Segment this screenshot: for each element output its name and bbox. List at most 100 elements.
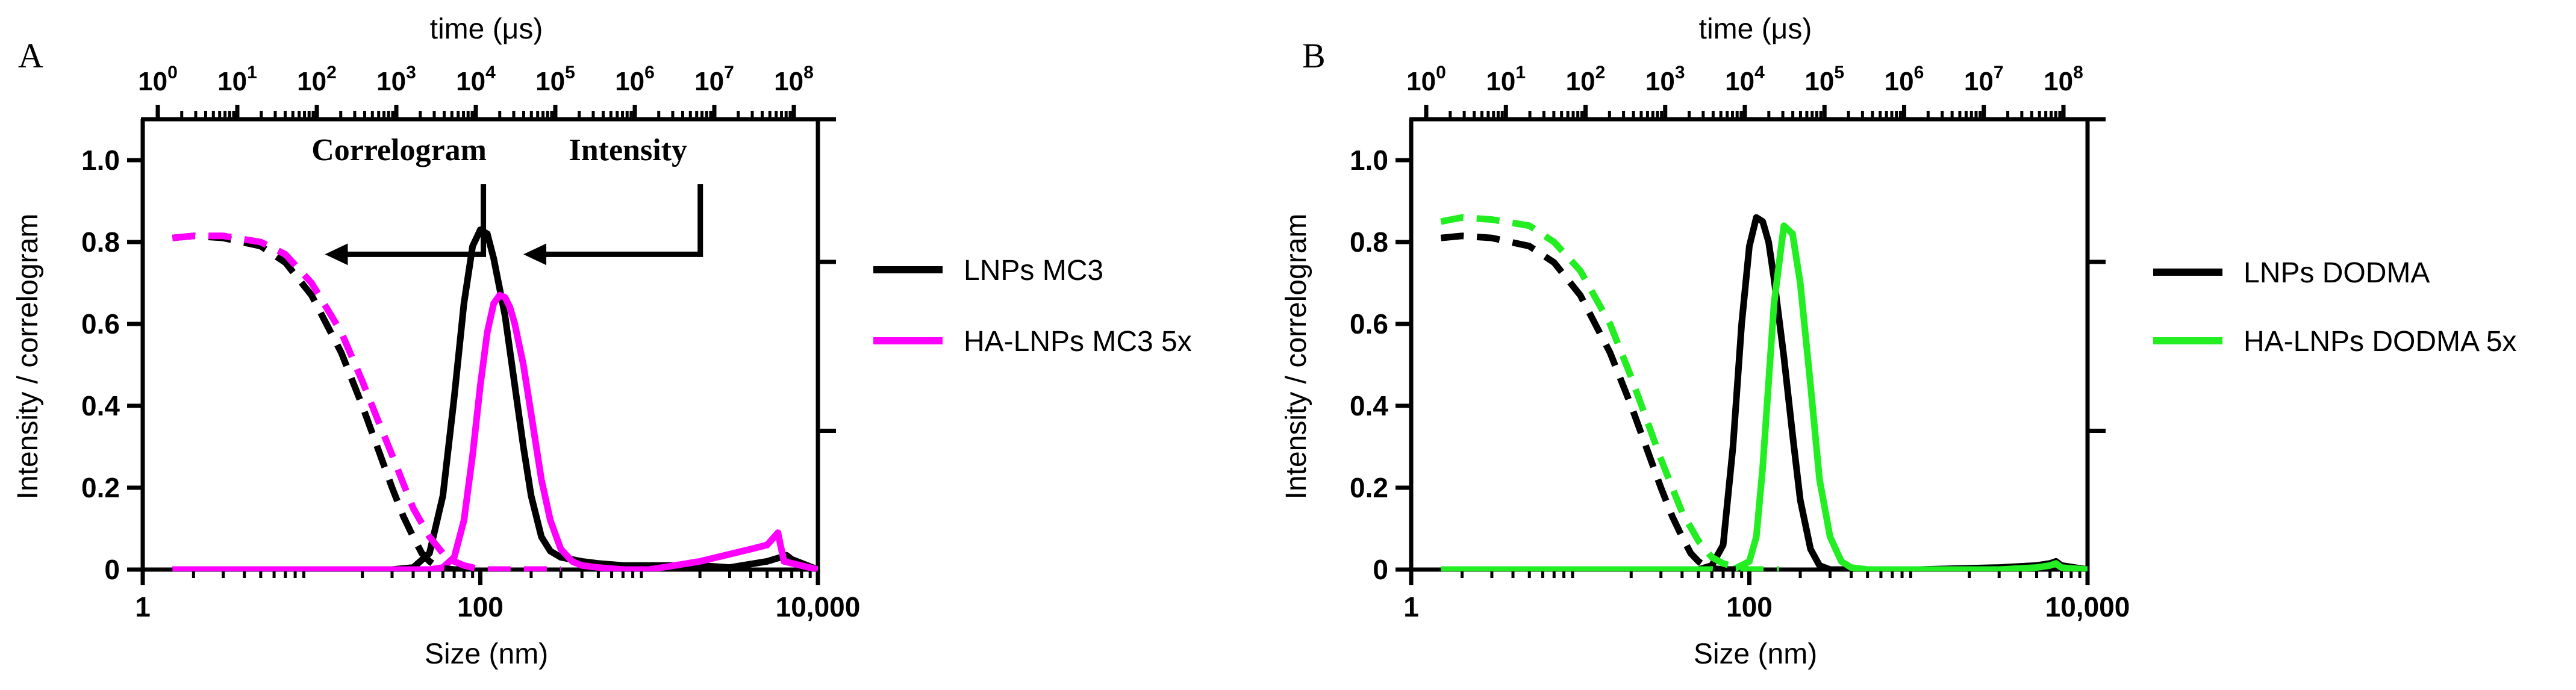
y-tick-label: 0 bbox=[1373, 554, 1388, 585]
x-tick-label: 10,000 bbox=[776, 591, 861, 623]
y-tick-label: 0.8 bbox=[1350, 226, 1388, 258]
top-tick-exp: 3 bbox=[1675, 63, 1685, 82]
top-tick-base: 10 bbox=[774, 67, 803, 96]
top-tick-label: 103 bbox=[376, 63, 416, 96]
top-tick-label: 100 bbox=[138, 63, 178, 96]
annotation-arrow-head bbox=[325, 243, 348, 266]
y-tick-label: 0.4 bbox=[81, 390, 120, 421]
x-axis-label: Size (nm) bbox=[425, 638, 548, 670]
y-tick-label: 0.6 bbox=[81, 308, 120, 340]
top-tick-exp: 2 bbox=[1595, 63, 1606, 82]
top-tick-label: 107 bbox=[694, 63, 734, 96]
legend-label: HA-LNPs MC3 5x bbox=[964, 326, 1192, 358]
top-tick-exp: 3 bbox=[406, 63, 416, 82]
top-tick-exp: 8 bbox=[803, 63, 814, 82]
y-tick-label: 1.0 bbox=[1350, 145, 1388, 176]
top-tick-exp: 7 bbox=[1994, 63, 2004, 82]
annotation-label: Correlogram bbox=[311, 133, 487, 167]
top-tick-label: 107 bbox=[1964, 63, 2004, 96]
top-tick-base: 10 bbox=[1486, 67, 1515, 96]
y-axis-label: Intensity / correlogram bbox=[1280, 214, 1312, 500]
top-tick-base: 10 bbox=[376, 67, 406, 96]
top-tick-label: 103 bbox=[1645, 63, 1685, 96]
top-tick-exp: 5 bbox=[565, 63, 575, 82]
top-axis-label: time (μs) bbox=[1699, 13, 1812, 45]
y-tick-label: 0.4 bbox=[1350, 390, 1388, 421]
series-line-ha-lnps-mc3-5x bbox=[172, 291, 818, 571]
top-tick-base: 10 bbox=[2044, 67, 2073, 96]
y-tick-label: 0.2 bbox=[1350, 472, 1388, 503]
top-tick-label: 100 bbox=[1406, 63, 1446, 96]
top-tick-base: 10 bbox=[1885, 67, 1914, 96]
top-tick-base: 10 bbox=[138, 67, 167, 96]
top-tick-base: 10 bbox=[694, 67, 724, 96]
top-tick-exp: 6 bbox=[1914, 63, 1924, 82]
x-axis-label: Size (nm) bbox=[1694, 638, 1817, 670]
top-tick-label: 104 bbox=[1725, 63, 1765, 96]
y-axis-label: Intensity / correlogram bbox=[12, 214, 44, 500]
top-tick-label: 108 bbox=[774, 63, 814, 96]
top-tick-exp: 0 bbox=[167, 63, 178, 82]
top-tick-exp: 4 bbox=[485, 63, 496, 82]
top-tick-base: 10 bbox=[217, 67, 247, 96]
x-tick-label: 1 bbox=[135, 591, 151, 623]
top-tick-base: 10 bbox=[1725, 67, 1754, 96]
top-tick-exp: 1 bbox=[1515, 63, 1526, 82]
panel-label: A bbox=[18, 36, 43, 75]
top-tick-exp: 2 bbox=[326, 63, 337, 82]
annotation-arrow-line bbox=[343, 184, 487, 257]
top-axis-label: time (μs) bbox=[430, 13, 543, 45]
top-tick-base: 10 bbox=[1406, 67, 1436, 96]
annotation-arrow-line bbox=[541, 184, 703, 257]
top-tick-exp: 1 bbox=[247, 63, 257, 82]
y-tick-label: 0 bbox=[104, 554, 120, 585]
top-tick-base: 10 bbox=[535, 67, 565, 96]
top-tick-label: 101 bbox=[217, 63, 257, 96]
top-tick-label: 105 bbox=[535, 63, 575, 96]
axes-frame bbox=[1409, 117, 2090, 572]
y-tick-label: 0.6 bbox=[1350, 308, 1388, 340]
top-tick-base: 10 bbox=[1645, 67, 1675, 96]
panel-label: B bbox=[1302, 36, 1326, 75]
series-line-lnps-mc3-correlogram bbox=[172, 232, 481, 571]
top-tick-base: 10 bbox=[1964, 67, 1994, 96]
top-tick-base: 10 bbox=[1804, 67, 1834, 96]
top-tick-label: 104 bbox=[456, 63, 496, 96]
series-line-lnps-dodma-correlogram bbox=[1440, 232, 1750, 571]
annotation-arrow-head bbox=[523, 243, 547, 266]
top-tick-base: 10 bbox=[1566, 67, 1595, 96]
top-tick-exp: 7 bbox=[724, 63, 734, 82]
top-tick-label: 106 bbox=[1885, 63, 1924, 96]
top-tick-label: 105 bbox=[1804, 63, 1844, 96]
top-tick-label: 106 bbox=[615, 63, 655, 96]
y-tick-label: 1.0 bbox=[81, 145, 120, 176]
top-tick-label: 102 bbox=[1566, 63, 1606, 96]
top-tick-label: 101 bbox=[1486, 63, 1526, 96]
x-tick-label: 100 bbox=[457, 591, 504, 623]
series-line-lnps-dodma bbox=[1441, 214, 2088, 571]
series-line-lnps-mc3 bbox=[172, 226, 818, 571]
top-tick-label: 108 bbox=[2044, 63, 2083, 96]
top-tick-label: 102 bbox=[297, 63, 337, 96]
y-tick-label: 0.8 bbox=[81, 226, 120, 258]
top-tick-base: 10 bbox=[615, 67, 644, 96]
top-tick-exp: 6 bbox=[644, 63, 655, 82]
legend-label: HA-LNPs DODMA 5x bbox=[2244, 326, 2516, 358]
top-tick-base: 10 bbox=[297, 67, 326, 96]
series-line-ha-lnps-dodma-5x bbox=[1441, 222, 2088, 571]
top-tick-exp: 5 bbox=[1834, 63, 1844, 82]
top-tick-exp: 0 bbox=[1436, 63, 1446, 82]
axes-frame bbox=[140, 117, 820, 572]
top-tick-exp: 8 bbox=[2073, 63, 2083, 82]
top-tick-base: 10 bbox=[456, 67, 485, 96]
x-tick-label: 10,000 bbox=[2045, 591, 2130, 623]
y-tick-label: 0.2 bbox=[81, 472, 120, 503]
series-group bbox=[172, 226, 818, 571]
x-tick-label: 100 bbox=[1726, 591, 1773, 623]
legend-label: LNPs MC3 bbox=[964, 255, 1103, 287]
annotation-label: Intensity bbox=[569, 133, 687, 167]
legend-label: LNPs DODMA bbox=[2244, 257, 2430, 289]
